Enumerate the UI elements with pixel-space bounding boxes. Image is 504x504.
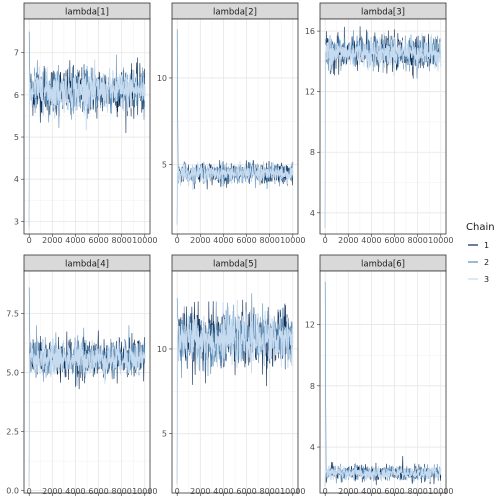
panel-1: lambda[1] 3 4 5 6 7 0 2000 4000 6000 8000 10000 xyxy=(14,2,158,245)
x-tick-label: 2000 xyxy=(338,487,358,496)
chain-2-trace xyxy=(324,29,442,79)
x-tick-label: 2000 xyxy=(338,236,358,245)
x-tick-label: 4000 xyxy=(213,487,233,496)
x-tick-label: 4000 xyxy=(361,236,381,245)
panel-title: lambda[2] xyxy=(213,8,257,18)
legend-label-3: 3 xyxy=(484,275,489,284)
y-tick-label: 10 xyxy=(157,74,167,83)
panel-border xyxy=(171,270,299,494)
y-tick-label: 5 xyxy=(162,161,167,170)
x-tick-label: 0 xyxy=(175,236,180,245)
panel-border xyxy=(171,18,299,235)
x-tick-label: 0 xyxy=(323,236,328,245)
y-tick-label: 7.5 xyxy=(6,310,19,319)
panel-border xyxy=(319,18,447,235)
x-tick-label: 4000 xyxy=(65,487,85,496)
panel-title: lambda[5] xyxy=(213,260,257,270)
y-tick-label: 7 xyxy=(14,49,19,58)
legend-label-2: 2 xyxy=(484,258,489,267)
x-tick-label: 10000 xyxy=(280,236,305,245)
legend: Chain 1 2 3 xyxy=(466,222,495,284)
panel-5: lambda[5] 5 10 0 2000 4000 6000 8000 10000 xyxy=(157,254,306,496)
x-tick-label: 6000 xyxy=(384,487,404,496)
x-tick-label: 2000 xyxy=(190,236,210,245)
y-tick-label: 3 xyxy=(14,217,19,226)
x-tick-label: 6000 xyxy=(384,236,404,245)
x-tick-label: 8000 xyxy=(259,487,279,496)
y-tick-label: 12 xyxy=(305,321,315,330)
panel-title: lambda[6] xyxy=(361,260,405,270)
x-tick-label: 8000 xyxy=(407,487,427,496)
y-tick-label: 16 xyxy=(305,27,315,36)
x-tick-label: 10000 xyxy=(428,487,453,496)
x-tick-label: 0 xyxy=(175,487,180,496)
chain-3-trace xyxy=(324,32,442,228)
x-tick-label: 8000 xyxy=(111,487,131,496)
panel-4: lambda[4] 0.0 2.5 5.0 7.5 0 2000 4000 6000 8000 10… xyxy=(6,254,158,496)
panel-3: lambda[3] 4 8 12 16 0 2000 4000 6000 8000 10000 xyxy=(305,2,454,245)
x-tick-label: 6000 xyxy=(236,236,256,245)
chain-3-trace xyxy=(324,464,442,487)
panel-border xyxy=(319,270,447,494)
y-tick-label: 6 xyxy=(14,91,19,100)
x-tick-label: 2000 xyxy=(42,236,62,245)
x-tick-label: 4000 xyxy=(65,236,85,245)
x-tick-label: 0 xyxy=(27,236,32,245)
y-tick-label: 0.0 xyxy=(6,487,19,496)
x-tick-label: 6000 xyxy=(88,487,108,496)
chain-3-trace xyxy=(176,161,294,226)
legend-title: Chain xyxy=(466,222,495,233)
x-tick-label: 10000 xyxy=(280,487,305,496)
y-tick-label: 5 xyxy=(14,133,19,142)
y-tick-label: 4 xyxy=(310,443,315,452)
x-tick-label: 8000 xyxy=(111,236,131,245)
x-tick-label: 2000 xyxy=(190,487,210,496)
y-tick-label: 4 xyxy=(310,209,315,218)
x-tick-label: 4000 xyxy=(361,487,381,496)
x-tick-label: 8000 xyxy=(407,236,427,245)
x-tick-label: 2000 xyxy=(42,487,62,496)
x-tick-label: 10000 xyxy=(132,487,157,496)
y-tick-label: 2.5 xyxy=(6,428,19,437)
x-tick-label: 6000 xyxy=(236,487,256,496)
y-tick-label: 12 xyxy=(305,88,315,97)
y-tick-label: 5 xyxy=(162,430,167,439)
x-tick-label: 10000 xyxy=(428,236,453,245)
x-tick-label: 8000 xyxy=(259,236,279,245)
panel-border xyxy=(23,270,151,494)
x-tick-label: 10000 xyxy=(132,236,157,245)
y-tick-label: 8 xyxy=(310,148,315,157)
chain-3-trace xyxy=(28,59,146,230)
x-tick-label: 4000 xyxy=(213,236,233,245)
x-tick-label: 6000 xyxy=(88,236,108,245)
x-tick-label: 0 xyxy=(27,487,32,496)
chain-3-trace xyxy=(176,299,294,485)
panel-title: lambda[3] xyxy=(361,8,405,18)
panel-2: lambda[2] 5 10 0 2000 4000 6000 8000 10000 xyxy=(157,2,306,245)
y-tick-label: 10 xyxy=(157,345,167,354)
panel-border xyxy=(23,18,151,235)
chain-3-trace xyxy=(28,337,146,486)
y-tick-label: 4 xyxy=(14,175,19,184)
panel-6: lambda[6] 4 8 12 0 2000 4000 6000 8000 10000 xyxy=(305,254,454,496)
y-tick-label: 8 xyxy=(310,382,315,391)
panel-title: lambda[1] xyxy=(65,8,109,18)
panel-title: lambda[4] xyxy=(65,260,109,270)
legend-label-1: 1 xyxy=(484,241,489,250)
x-tick-label: 0 xyxy=(323,487,328,496)
y-tick-label: 5.0 xyxy=(6,369,19,378)
